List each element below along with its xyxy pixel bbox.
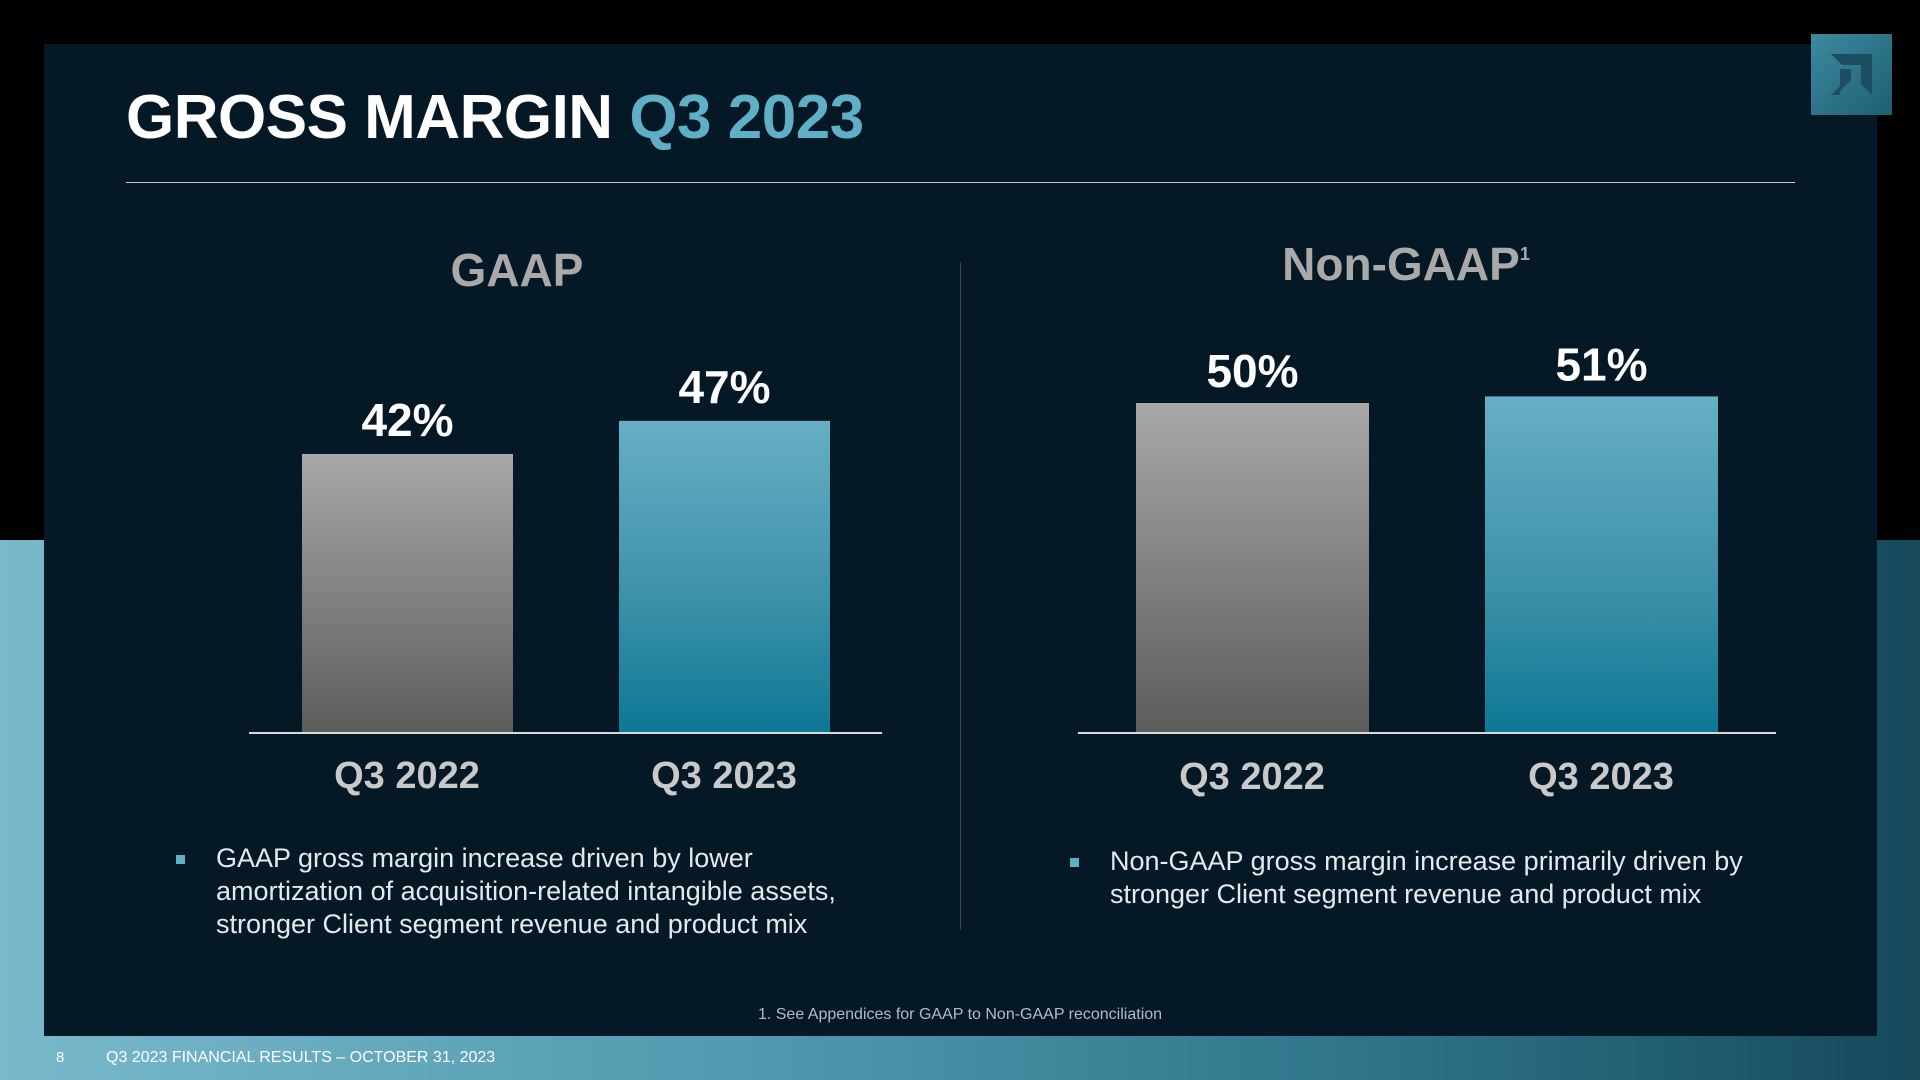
gaap-data-label-q3-2022: 42%	[361, 394, 453, 446]
bullet-square-icon	[176, 855, 185, 864]
gaap-chart-title: GAAP	[451, 244, 584, 296]
non-gaap-bar-q3-2023	[1485, 396, 1718, 732]
gaap-bar-q3-2022	[302, 453, 513, 732]
non-gaap-tick-q3-2023: Q3 2023	[1528, 756, 1674, 798]
gaap-chart: GAAP 42% 47% Q3 2022 Q3 2023	[249, 244, 882, 797]
title-rule	[126, 182, 1795, 183]
gaap-bullet-text: GAAP gross margin increase driven by low…	[216, 843, 836, 939]
gaap-bullet: GAAP gross margin increase driven by low…	[176, 842, 896, 941]
footer-text: Q3 2023 FINANCIAL RESULTS – OCTOBER 31, …	[106, 1049, 496, 1066]
non-gaap-bullet: Non-GAAP gross margin increase primarily…	[1070, 845, 1750, 911]
title-accent: Q3 2023	[629, 83, 864, 152]
page-number: 8	[56, 1049, 65, 1066]
non-gaap-chart: Non-GAAP1 50% 51% Q3 2022 Q3 2023	[1078, 238, 1776, 798]
gaap-data-label-q3-2023: 47%	[678, 361, 770, 413]
page-title: GROSS MARGIN Q3 2023	[126, 82, 864, 153]
amd-arrow-icon	[1831, 54, 1872, 95]
non-gaap-bullet-text: Non-GAAP gross margin increase primarily…	[1110, 846, 1743, 909]
gaap-bar-q3-2023	[619, 420, 830, 732]
non-gaap-bar-q3-2022	[1136, 403, 1369, 732]
bullet-square-icon	[1070, 858, 1079, 867]
non-gaap-chart-title-sup: 1	[1520, 244, 1530, 264]
charts-canvas: GAAP 42% 47% Q3 2022 Q3 2023 Non-GAAP1 5…	[249, 238, 1776, 798]
non-gaap-chart-title: Non-GAAP1	[1282, 238, 1530, 290]
gaap-tick-q3-2022: Q3 2022	[334, 755, 480, 797]
footnote: 1. See Appendices for GAAP to Non-GAAP r…	[757, 1006, 1163, 1023]
gaap-tick-q3-2023: Q3 2023	[651, 755, 797, 797]
non-gaap-data-label-q3-2023: 51%	[1555, 338, 1647, 390]
non-gaap-tick-q3-2022: Q3 2022	[1179, 756, 1325, 798]
section-divider	[960, 262, 961, 930]
title-main: GROSS MARGIN	[126, 83, 613, 152]
non-gaap-data-label-q3-2022: 50%	[1206, 345, 1298, 397]
amd-logo	[1811, 34, 1892, 115]
